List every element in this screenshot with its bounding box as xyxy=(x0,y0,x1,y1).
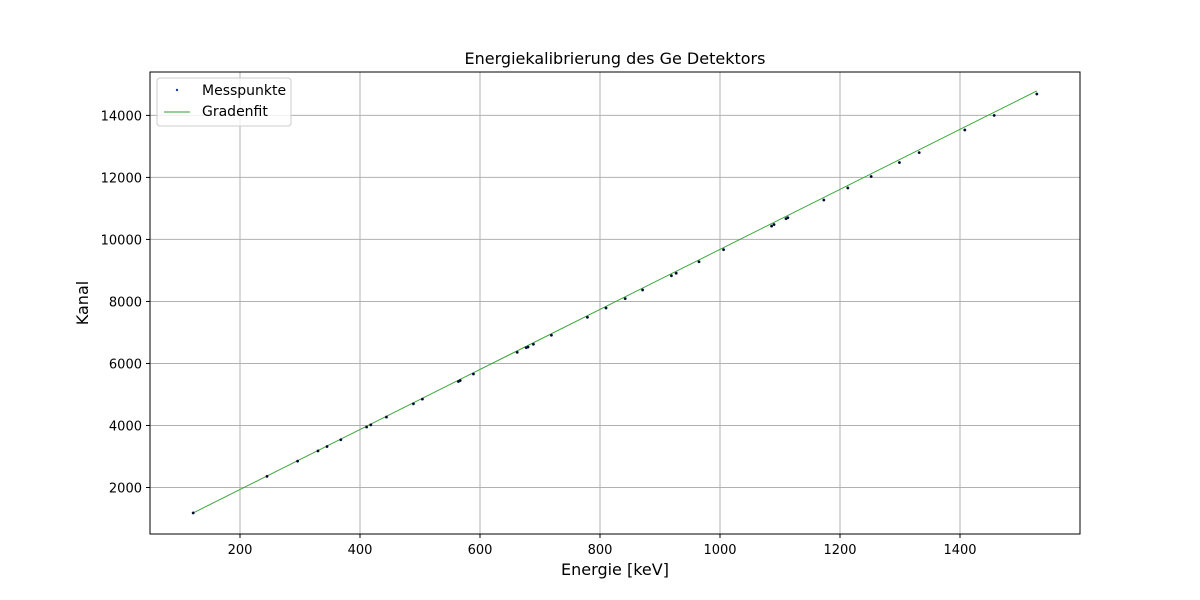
x-tick-label: 1400 xyxy=(943,543,976,558)
data-point xyxy=(897,161,901,165)
data-point xyxy=(365,425,369,429)
data-point xyxy=(786,216,790,220)
data-point xyxy=(191,511,195,515)
x-axis-label: Energie [keV] xyxy=(561,560,669,579)
data-point xyxy=(674,271,678,275)
legend-marker-messpunkte xyxy=(175,88,179,92)
y-tick-label: 4000 xyxy=(109,419,142,434)
data-point xyxy=(420,397,424,401)
data-point xyxy=(515,350,519,354)
data-point xyxy=(963,128,967,132)
y-tick-label: 10000 xyxy=(101,233,142,248)
y-tick-label: 8000 xyxy=(109,295,142,310)
data-point xyxy=(641,288,645,292)
y-tick-label: 12000 xyxy=(101,171,142,186)
x-tick-label: 800 xyxy=(588,543,613,558)
data-point xyxy=(992,113,996,117)
x-tick-label: 200 xyxy=(228,543,253,558)
data-point xyxy=(325,445,329,449)
data-point xyxy=(1035,92,1039,96)
fit-line-layer xyxy=(192,90,1038,514)
data-point xyxy=(697,260,701,264)
data-point xyxy=(549,333,553,337)
x-tick-label: 600 xyxy=(468,543,493,558)
legend-box xyxy=(156,77,292,127)
data-point xyxy=(846,186,850,190)
data-point xyxy=(772,223,776,227)
legend: Messpunkte Gradenfit xyxy=(156,77,292,127)
data-points-layer xyxy=(191,92,1039,515)
legend-label-messpunkte: Messpunkte xyxy=(202,83,286,99)
chart-title: Energiekalibrierung des Ge Detektors xyxy=(465,49,766,68)
data-point xyxy=(604,306,608,310)
data-point xyxy=(822,198,826,202)
y-axis-label: Kanal xyxy=(73,281,92,325)
data-point xyxy=(384,415,388,419)
data-point xyxy=(369,423,373,427)
fit-line xyxy=(192,90,1038,514)
data-point xyxy=(339,438,343,442)
x-tick-label: 400 xyxy=(348,543,373,558)
data-point xyxy=(411,402,415,406)
data-point xyxy=(531,342,535,346)
y-tick-label: 2000 xyxy=(109,481,142,496)
data-point xyxy=(917,151,921,155)
data-point xyxy=(458,379,462,383)
data-point xyxy=(722,248,726,252)
data-point xyxy=(669,274,673,278)
data-point xyxy=(869,174,873,178)
y-tick-label: 6000 xyxy=(109,357,142,372)
data-point xyxy=(471,372,475,376)
data-point xyxy=(585,315,589,319)
x-tick-label: 1200 xyxy=(823,543,856,558)
data-point xyxy=(623,297,627,301)
legend-label-gradenfit: Gradenfit xyxy=(202,104,268,120)
data-point xyxy=(296,459,300,463)
x-axis-ticks: 200 400 600 800 1000 1200 1400 xyxy=(228,534,977,558)
plot-frame xyxy=(149,71,1081,535)
y-tick-label: 14000 xyxy=(101,109,142,124)
data-point xyxy=(316,449,320,453)
data-point xyxy=(770,224,774,228)
y-axis-ticks: 2000 4000 6000 8000 10000 12000 14000 xyxy=(101,109,150,496)
data-point xyxy=(265,474,269,478)
data-point xyxy=(526,345,530,349)
x-tick-label: 1000 xyxy=(703,543,736,558)
